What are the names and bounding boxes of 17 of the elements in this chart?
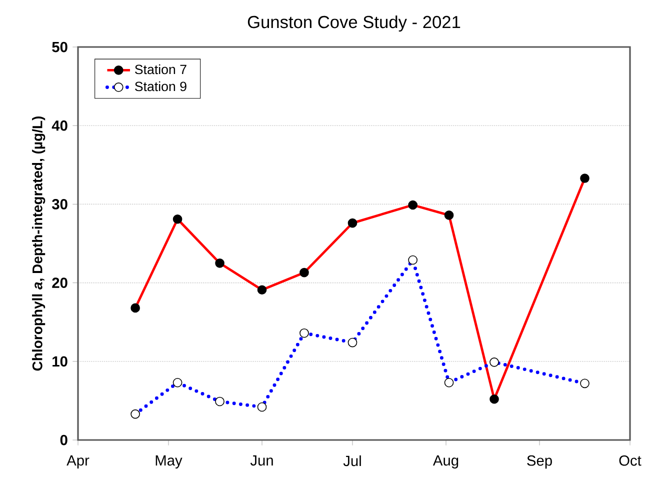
y-tick-label: 30 [52,199,68,210]
legend-label: Station 7 [135,64,186,74]
y-tick-label: 10 [52,356,68,367]
chart-title: Gunston Cove Study - 2021 [248,15,460,32]
x-tick-label: May [156,455,182,468]
x-tick-label: Apr [66,455,90,468]
x-tick-label: Sep [527,455,552,469]
y-tick-label: 50 [52,42,68,52]
x-tick-label: Oct [619,455,642,466]
y-tick-label: 40 [52,120,68,131]
legend-label: Station 9 [135,81,186,92]
x-tick-label: Jun [250,455,273,466]
y-axis-title: Chlorophyll a, Depth-integrated, (µg/L) [32,116,46,371]
x-tick-label: Aug [432,455,458,468]
y-tick-label: 0 [60,434,68,446]
y-tick-label: 20 [52,278,68,288]
x-tick-label: Jul [343,455,361,466]
